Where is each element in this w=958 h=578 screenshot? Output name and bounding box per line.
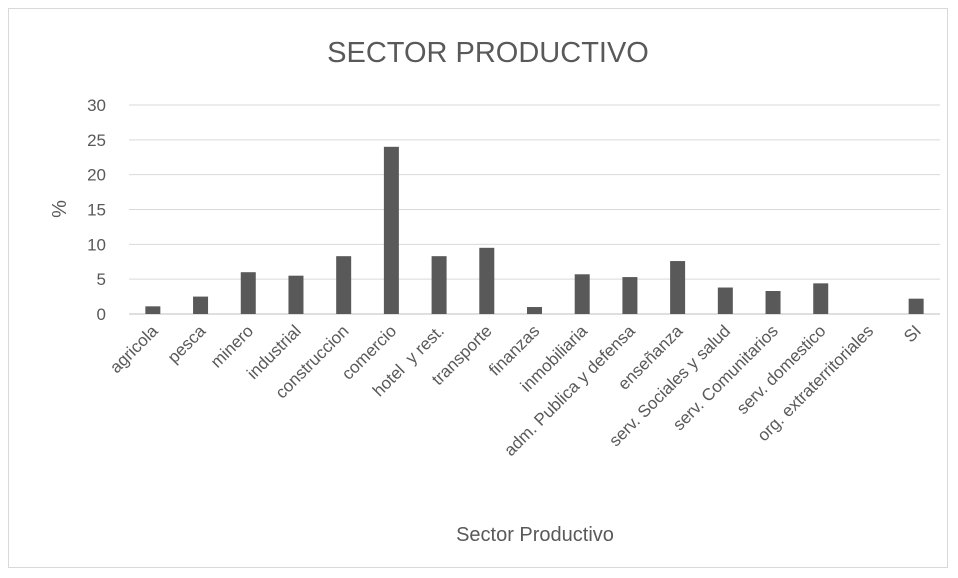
bar bbox=[193, 296, 209, 314]
x-tick-labels: agricola pescamineroindustrialconstruccio… bbox=[106, 321, 925, 460]
bar bbox=[383, 146, 399, 314]
x-tick-label: pesca bbox=[164, 321, 210, 367]
chart-title: SECTOR PRODUCTIVO bbox=[327, 37, 649, 69]
y-tick-label: 10 bbox=[87, 235, 106, 254]
x-tick-label: agricola bbox=[106, 321, 162, 377]
bar bbox=[431, 256, 447, 314]
y-tick-label: 5 bbox=[97, 270, 106, 289]
bar bbox=[670, 261, 686, 314]
y-tick-label: 20 bbox=[87, 166, 106, 185]
bar bbox=[240, 272, 256, 314]
gridlines bbox=[129, 104, 940, 315]
bar bbox=[622, 277, 638, 314]
y-axis-label: % bbox=[49, 200, 71, 218]
bar bbox=[574, 274, 590, 314]
y-tick-label: 15 bbox=[87, 201, 106, 220]
y-tick-label: 0 bbox=[97, 305, 106, 324]
bar bbox=[145, 306, 161, 314]
y-tick-labels: 0 5 10 15 20 25 30 bbox=[87, 96, 106, 324]
bar bbox=[908, 298, 924, 314]
x-axis-label: Sector Productivo bbox=[456, 524, 614, 546]
bar bbox=[288, 275, 304, 314]
chart-frame bbox=[8, 8, 948, 568]
y-tick-label: 30 bbox=[87, 96, 106, 115]
bar bbox=[813, 283, 829, 314]
y-tick-label: 25 bbox=[87, 131, 106, 150]
bar bbox=[336, 256, 352, 314]
bar bbox=[479, 247, 495, 314]
bar bbox=[717, 287, 733, 314]
bar bbox=[527, 307, 542, 314]
bar bbox=[765, 291, 781, 314]
x-tick-label: SI bbox=[900, 321, 925, 346]
bars bbox=[145, 146, 924, 314]
